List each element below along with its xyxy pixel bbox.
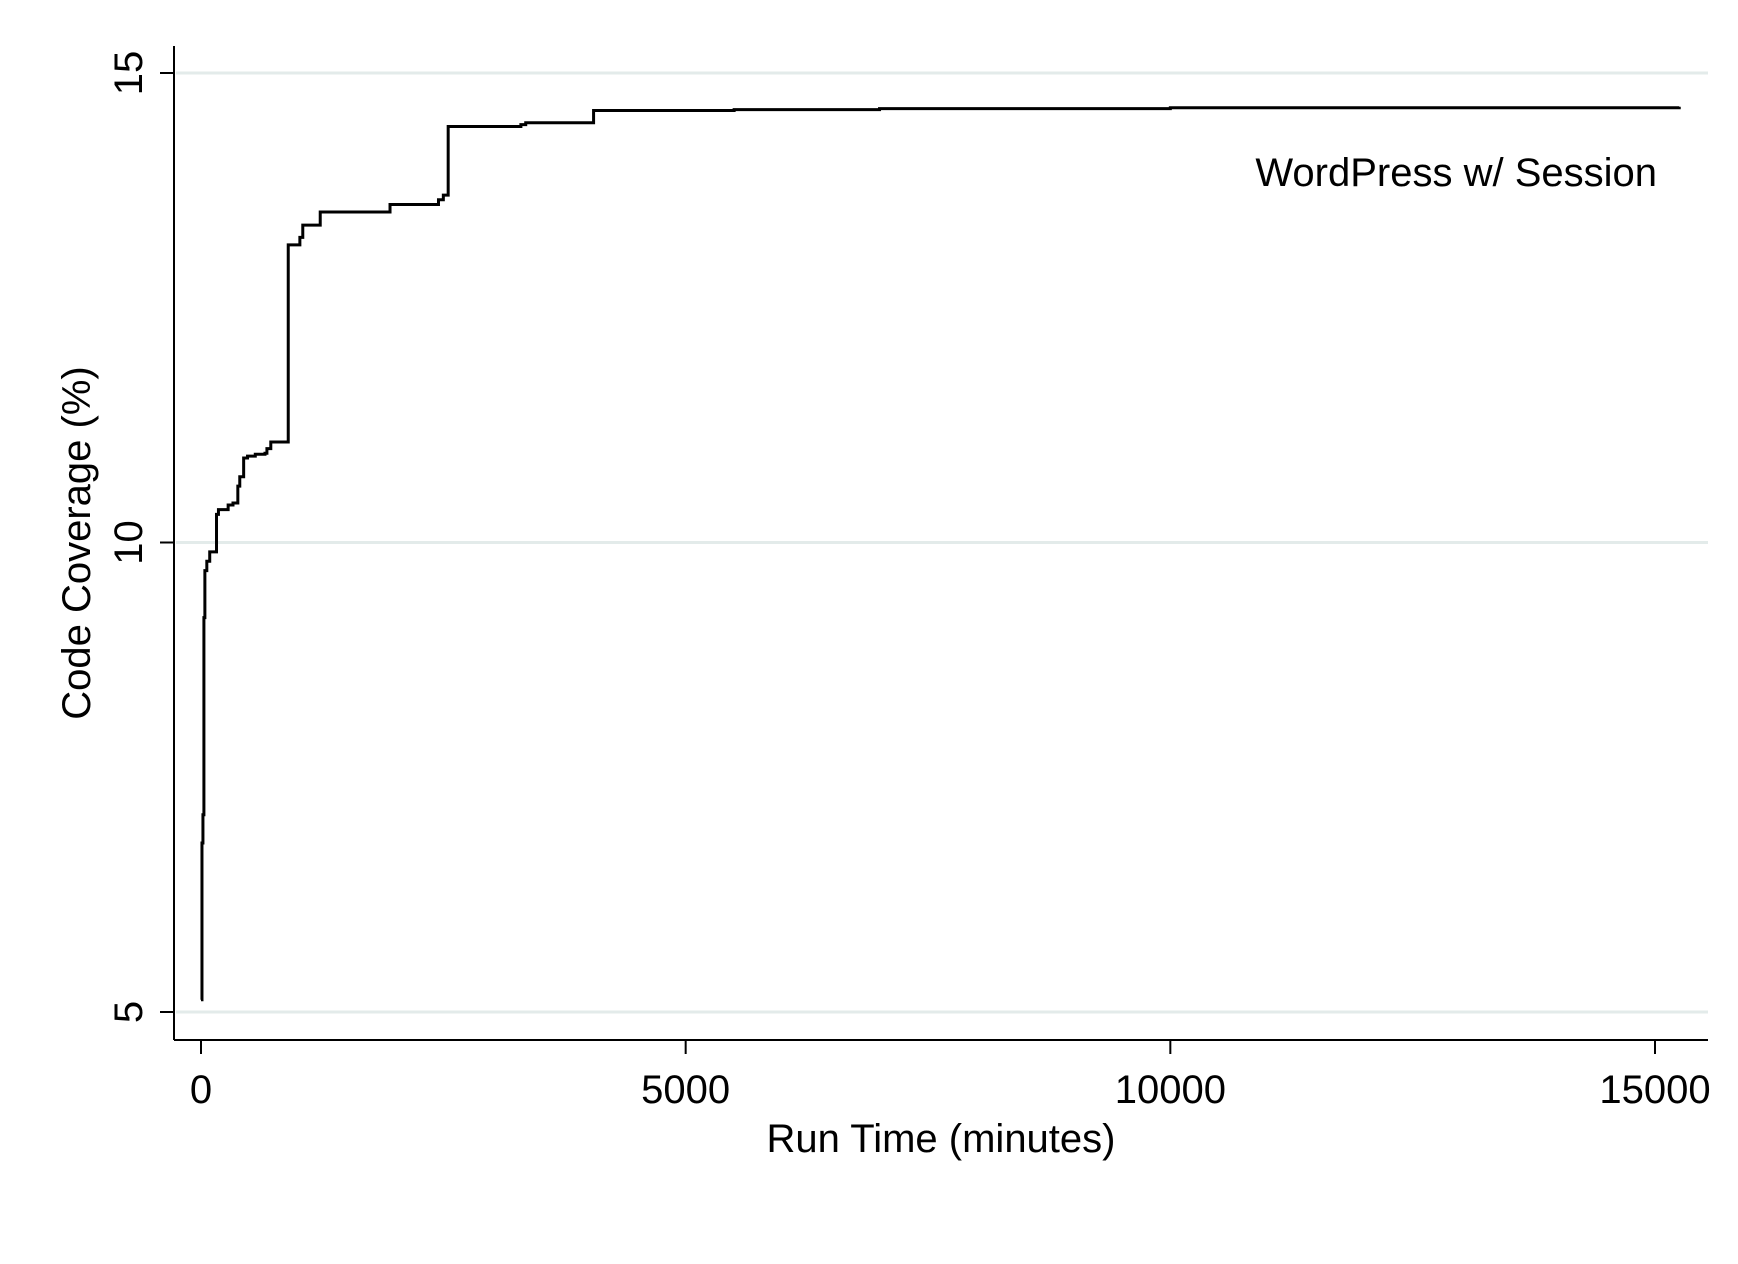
y-tick-label-5: 5 (107, 1001, 151, 1023)
series-annotation: WordPress w/ Session (1255, 151, 1657, 195)
y-ticks: 5 10 15 (107, 51, 174, 1023)
x-tick-label-5000: 5000 (641, 1068, 730, 1112)
x-tick-label-0: 0 (190, 1068, 212, 1112)
y-axis-title: Code Coverage (%) (55, 366, 99, 720)
y-tick-label-10: 10 (107, 520, 151, 565)
x-tick-label-15000: 15000 (1599, 1068, 1710, 1112)
y-tick-label-15: 15 (107, 51, 151, 96)
series-group (200, 106, 1681, 1002)
x-ticks: 0 5000 10000 15000 (190, 1040, 1711, 1112)
series-line-0 (200, 106, 1681, 1002)
x-tick-label-10000: 10000 (1115, 1068, 1226, 1112)
x-axis-title: Run Time (minutes) (767, 1117, 1116, 1161)
gridlines (176, 71, 1708, 1014)
